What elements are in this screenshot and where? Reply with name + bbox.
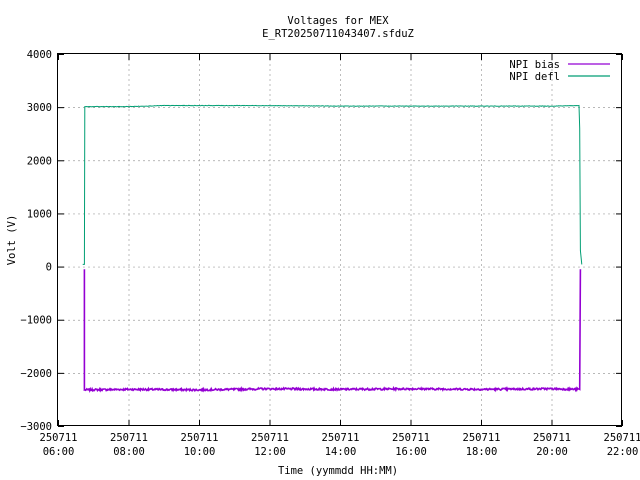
x-tick-time: 16:00 — [395, 446, 427, 458]
x-tick-time: 06:00 — [43, 446, 75, 458]
x-tick-time: 10:00 — [184, 446, 216, 458]
x-tick-date: 250711 — [533, 432, 571, 444]
series-lines — [82, 104, 583, 393]
y-tick-label: −1000 — [20, 315, 52, 327]
x-tick-time: 08:00 — [113, 446, 145, 458]
grid-lines — [58, 54, 622, 426]
x-tick-date: 250711 — [251, 432, 289, 444]
y-tick-label: 0 — [46, 262, 52, 274]
y-tick-label: 4000 — [27, 49, 52, 61]
chart-subtitle: E_RT20250711043407.sfduZ — [262, 28, 414, 40]
y-tick-label: 1000 — [27, 208, 52, 220]
x-tick-time: 20:00 — [536, 446, 568, 458]
x-tick-time: 18:00 — [466, 446, 498, 458]
legend-label: NPI bias — [509, 59, 560, 71]
y-tick-label: 3000 — [27, 102, 52, 114]
x-tick-date: 250711 — [463, 432, 501, 444]
y-axis-label: Volt (V) — [6, 215, 18, 266]
x-tick-time: 12:00 — [254, 446, 286, 458]
x-tick-date: 250711 — [110, 432, 148, 444]
series-line-npi-defl — [82, 104, 583, 265]
axis-ticks: 40003000200010000−1000−2000−300025071106… — [20, 49, 640, 458]
x-tick-date: 250711 — [40, 432, 78, 444]
x-tick-date: 250711 — [392, 432, 430, 444]
series-line-npi-bias — [83, 269, 582, 393]
y-tick-label: −3000 — [20, 421, 52, 433]
x-tick-time: 14:00 — [325, 446, 357, 458]
legend-label: NPI defl — [509, 71, 560, 83]
x-tick-time: 22:00 — [607, 446, 639, 458]
x-tick-date: 250711 — [181, 432, 219, 444]
y-tick-label: 2000 — [27, 155, 52, 167]
x-tick-date: 250711 — [322, 432, 360, 444]
x-axis-label: Time (yymmdd HH:MM) — [278, 465, 398, 477]
plot-frame — [57, 53, 622, 426]
y-tick-label: −2000 — [20, 368, 52, 380]
chart-title: Voltages for MEX — [287, 15, 389, 27]
x-tick-date: 250711 — [604, 432, 640, 444]
